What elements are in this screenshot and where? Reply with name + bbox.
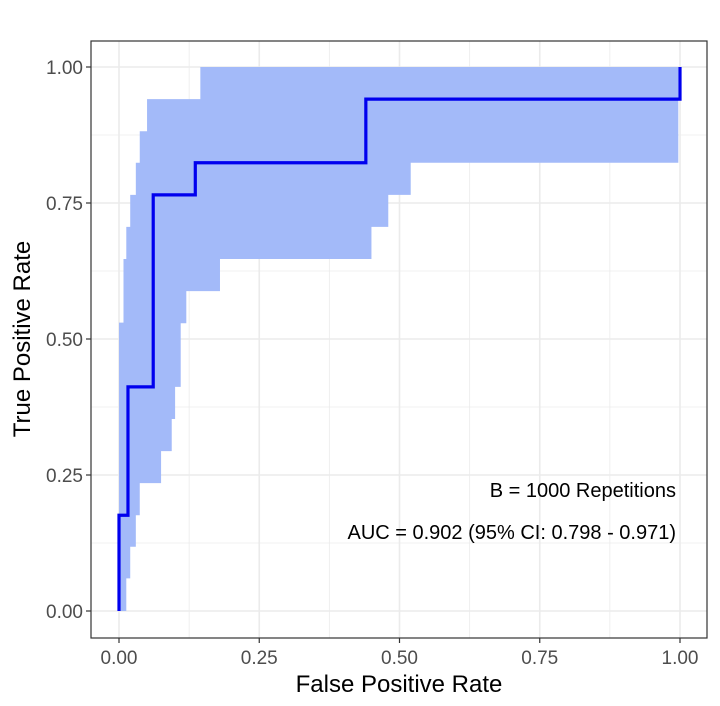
x-tick-label: 1.00 (662, 648, 699, 669)
y-tick-label: 0.50 (46, 330, 83, 351)
y-axis-ticks: 0.00 0.25 0.50 0.75 1.00 (46, 58, 91, 623)
x-tick-label: 0.50 (381, 648, 418, 669)
y-tick-label: 1.00 (46, 58, 83, 79)
x-axis-ticks: 0.00 0.25 0.50 0.75 1.00 (101, 638, 699, 669)
x-tick-label: 0.75 (521, 648, 558, 669)
annotation-auc: AUC = 0.902 (95% CI: 0.798 - 0.971) (347, 522, 676, 544)
confidence-band (119, 67, 680, 611)
y-tick-label: 0.75 (46, 194, 83, 215)
x-tick-label: 0.25 (241, 648, 278, 669)
annotation-repetitions: B = 1000 Repetitions (490, 480, 676, 502)
roc-curve-line (117, 67, 682, 611)
y-tick-label: 0.25 (46, 466, 83, 487)
y-axis-title: True Positive Rate (9, 241, 36, 438)
y-tick-label: 0.00 (46, 602, 83, 623)
x-tick-label: 0.00 (101, 648, 138, 669)
x-axis-title: False Positive Rate (296, 671, 503, 698)
